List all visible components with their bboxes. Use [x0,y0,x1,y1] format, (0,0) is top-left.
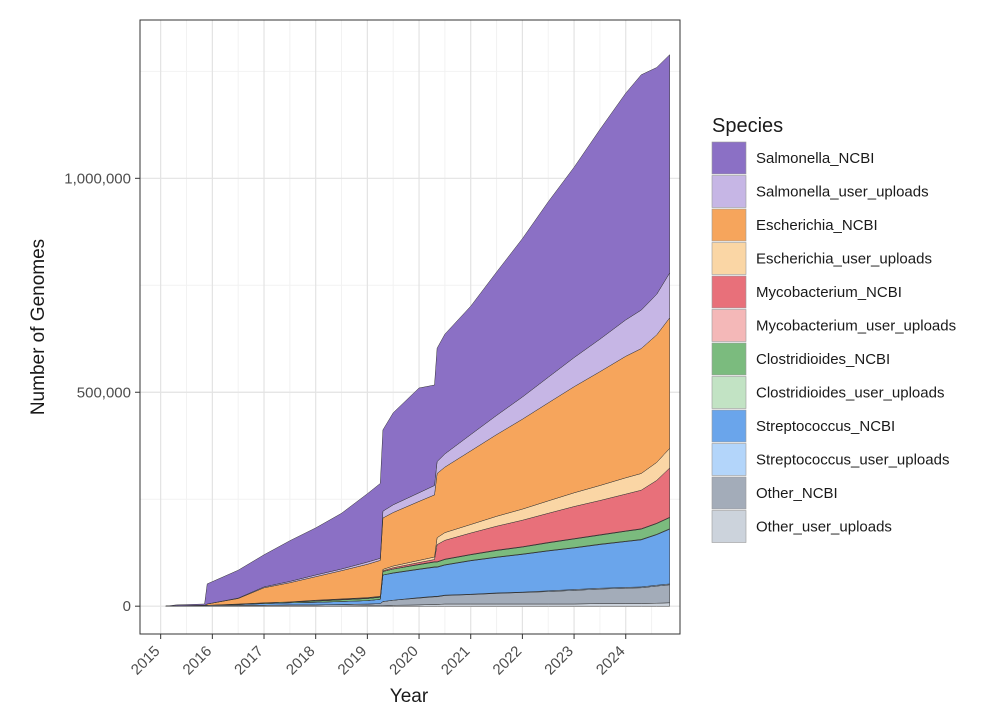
legend-key-mycobacterium-ncbi [711,275,747,309]
legend-key-clostridioides-user-uploads [711,376,747,409]
legend-label-clostridioides-ncbi: Clostridioides_NCBI [756,351,890,368]
legend: Species Salmonella_NCBI Salmonella_user_u… [711,115,956,543]
legend-label-streptococcus-ncbi: Streptococcus_NCBI [756,418,895,435]
y-axis: 0 500,000 1,000,000 [64,170,140,615]
legend-key-clostridioides-ncbi [711,342,747,376]
legend-key-streptococcus-user-uploads [711,443,747,476]
legend-key-mycobacterium-user-uploads [711,309,747,342]
legend-key-streptococcus-ncbi [711,409,747,443]
legend-key-escherichia-ncbi [711,208,747,242]
legend-label-escherichia-user-uploads: Escherichia_user_uploads [756,251,932,268]
legend-label-streptococcus-user-uploads: Streptococcus_user_uploads [756,452,949,469]
y-axis-title: Number of Genomes [28,239,49,415]
legend-label-clostridioides-user-uploads: Clostridioides_user_uploads [756,385,944,402]
legend-label-escherichia-ncbi: Escherichia_NCBI [756,217,878,234]
legend-label-salmonella-user-uploads: Salmonella_user_uploads [756,184,929,201]
legend-key-other-ncbi [711,476,747,510]
legend-key-escherichia-user-uploads [711,242,747,275]
legend-title: Species [712,115,783,137]
legend-key-salmonella-user-uploads [711,175,747,208]
legend-key-salmonella-ncbi [711,141,747,175]
legend-label-other-user-uploads: Other_user_uploads [756,519,892,536]
y-tick-label: 1,000,000 [64,170,131,187]
y-tick-label: 500,000 [77,384,131,401]
legend-label-salmonella-ncbi: Salmonella_NCBI [756,150,874,167]
plot-area [139,19,681,635]
y-tick-label: 0 [123,598,131,615]
legend-label-mycobacterium-ncbi: Mycobacterium_NCBI [756,284,902,301]
plot-border [139,19,681,635]
legend-label-mycobacterium-user-uploads: Mycobacterium_user_uploads [756,318,956,335]
legend-key-other-user-uploads [711,510,747,543]
legend-label-other-ncbi: Other_NCBI [756,485,838,502]
x-axis-title: Year [390,686,429,707]
area-salmonella-ncbi [165,54,670,607]
